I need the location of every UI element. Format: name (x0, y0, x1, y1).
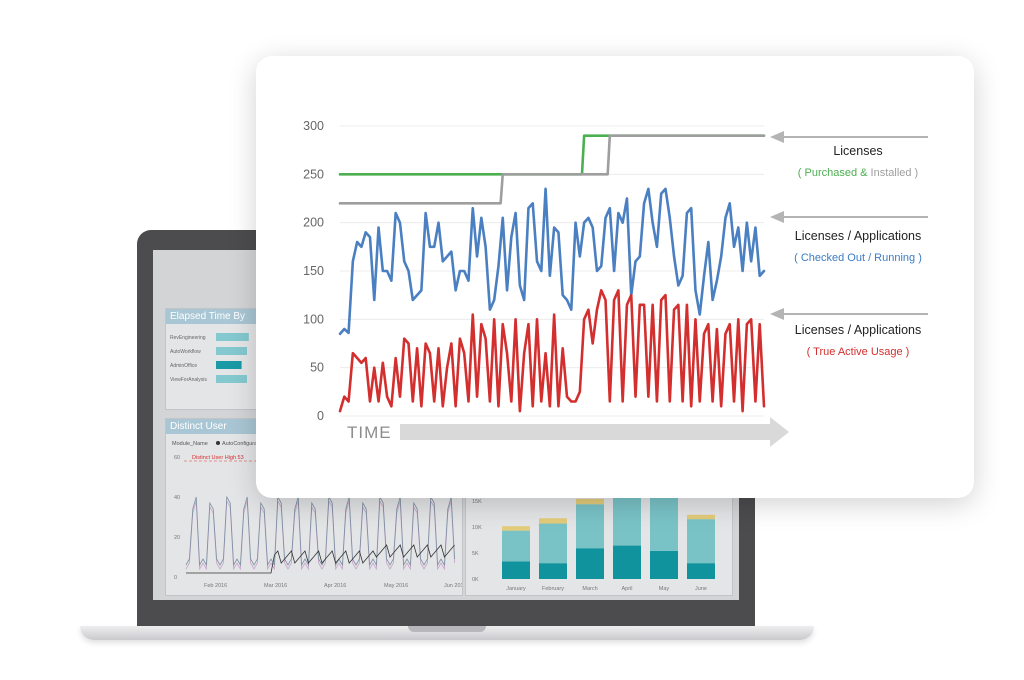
monthly-bar-mid (502, 530, 530, 562)
laptop-notch (408, 626, 486, 632)
monthly-bar-mid (650, 491, 678, 551)
elapsed-bar (216, 361, 242, 369)
monthly-bar-bottom (502, 561, 530, 579)
y-tick-label: 250 (303, 167, 324, 181)
y-tick-label: 50 (310, 361, 324, 375)
bars-y-tick: 15K (472, 499, 482, 505)
monthly-bar-bottom (613, 545, 641, 579)
distinct-x-tick: Jun 2016 (444, 583, 462, 589)
y-tick-label: 0 (317, 409, 324, 423)
distinct-legend-dot (216, 441, 220, 445)
bars-x-tick: March (582, 586, 597, 592)
elapsed-time-bars: RevEngineering AutoWorkflow AdminOffice Vie… (170, 333, 249, 383)
legend-licenses-title: Licenses (833, 144, 883, 158)
legend-arrowhead-2 (770, 308, 784, 320)
monthly-bar-top (539, 518, 567, 524)
license-usage-chart: 0 50 100 150 200 250 300 TIME (303, 119, 928, 447)
monthly-bar-bottom (687, 563, 715, 579)
legend-installed-text: Installed ) (867, 167, 919, 179)
monthly-bars-chart: 15K 10K 5K 0K January February March April May Ju… (472, 491, 715, 592)
legend-running: Licenses / Applications ( Checked Out / … (756, 229, 960, 264)
elapsed-bar (216, 375, 247, 383)
legend-licenses-subtitle: ( Purchased & Installed ) (756, 167, 960, 179)
distinct-y-tick: 0 (174, 575, 177, 581)
x-axis-label: TIME (347, 423, 392, 442)
elapsed-bar-label: AdminOffice (170, 363, 197, 369)
bars-y-tick: 0K (472, 577, 479, 583)
bars-y-tick: 5K (472, 551, 479, 557)
distinct-x-tick: Apr 2016 (324, 583, 346, 589)
monthly-bar-bottom (539, 563, 567, 579)
distinct-subtitle: Module_Name (172, 441, 208, 447)
legend-active-title: Licenses / Applications (794, 323, 922, 337)
y-tick-label: 100 (303, 312, 324, 326)
monthly-bar-top (576, 498, 604, 505)
legend-arrowhead-1 (770, 211, 784, 223)
series-line-purchased (338, 134, 766, 176)
time-arrow (400, 417, 789, 447)
laptop-base (80, 626, 814, 640)
distinct-legend: AutoConfigura (222, 441, 258, 447)
bars-x-tick: May (659, 586, 670, 592)
elapsed-time-panel: Elapsed Time By RevEngineering AutoWorkfl… (165, 308, 257, 410)
legend-running-subtitle: ( Checked Out / Running ) (794, 252, 922, 264)
elapsed-bar-label: AutoWorkflow (170, 349, 201, 355)
y-tick-label: 150 (303, 264, 324, 278)
distinct-line-blue (185, 495, 455, 567)
distinct-x-tick: Mar 2016 (264, 583, 287, 589)
monthly-bar-mid (613, 491, 641, 546)
distinct-y-tick: 60 (174, 455, 180, 461)
monthly-bar-mid (576, 504, 604, 549)
monthly-bar-bottom (650, 550, 678, 579)
distinct-line-black (186, 544, 455, 574)
bars-x-tick: January (506, 586, 526, 592)
monthly-bar-top (687, 514, 715, 520)
monthly-bar-mid (687, 519, 715, 564)
series-line-installed (338, 134, 766, 205)
distinct-y-tick: 40 (174, 495, 180, 501)
elapsed-bar (216, 333, 249, 341)
y-tick-label: 300 (303, 119, 324, 133)
elapsed-bar (216, 347, 247, 355)
license-usage-card: 0 50 100 150 200 250 300 TIME Licenses ( Purcha… (256, 56, 974, 498)
y-tick-label: 200 (303, 216, 324, 230)
distinct-y-tick: 20 (174, 535, 180, 541)
bars-x-tick: April (621, 586, 632, 592)
distinct-x-tick: Feb 2016 (204, 583, 227, 589)
legend-licenses: Licenses ( Purchased & Installed ) (756, 144, 960, 179)
legend-active: Licenses / Applications ( True Active Us… (756, 323, 960, 358)
legend-arrowhead-0 (770, 131, 784, 143)
elapsed-bar-label: ViewForAnalysis (170, 377, 207, 383)
series-line-true-active-usage (338, 289, 766, 413)
monthly-bar-mid (539, 523, 567, 564)
bars-x-tick: June (695, 586, 707, 592)
legend-running-title: Licenses / Applications (794, 229, 922, 243)
bars-x-tick: February (542, 586, 564, 592)
series-line-checked-out-running (338, 187, 766, 336)
bars-y-tick: 10K (472, 525, 482, 531)
monthly-bar-bottom (576, 548, 604, 579)
monthly-bar-top (502, 526, 530, 531)
monthly-bars-panel: 15K 10K 5K 0K January February March April May Ju… (465, 490, 733, 596)
distinct-x-tick: May 2016 (384, 583, 408, 589)
elapsed-bar-label: RevEngineering (170, 335, 206, 341)
legend-active-subtitle: ( True Active Usage ) (806, 346, 910, 358)
legend-purchased-text: ( Purchased & (797, 167, 868, 179)
distinct-note: Distinct User High 53 (192, 455, 244, 461)
elapsed-time-title: Elapsed Time By (166, 309, 256, 324)
